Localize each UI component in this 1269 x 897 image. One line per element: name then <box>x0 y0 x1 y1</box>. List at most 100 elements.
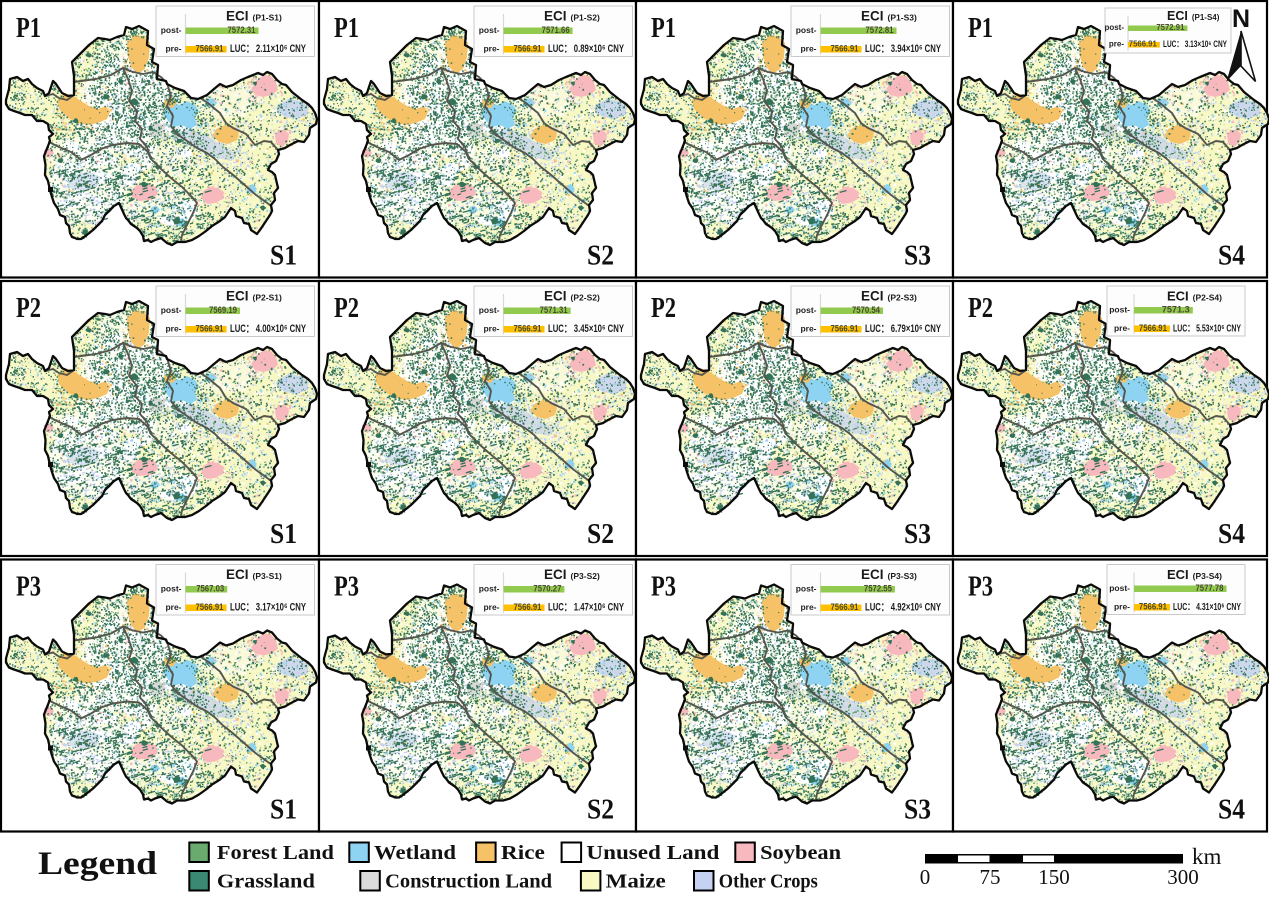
svg-text:P1: P1 <box>16 13 41 44</box>
svg-text:ECI(P1-S4): ECI (P1-S4) <box>1167 9 1220 23</box>
svg-text:7570.54: 7570.54 <box>852 305 880 315</box>
svg-text:75: 75 <box>980 865 1001 889</box>
svg-text:LUC： 4.92×10⁶ CNY: LUC： 4.92×10⁶ CNY <box>865 602 941 614</box>
svg-text:ECI(P1-S1): ECI (P1-S1) <box>226 9 282 24</box>
svg-text:post-: post- <box>161 305 182 315</box>
svg-text:post-: post- <box>479 25 500 35</box>
svg-text:ECI(P3-S1): ECI (P3-S1) <box>226 567 282 582</box>
svg-text:7566.91: 7566.91 <box>830 44 858 54</box>
svg-text:150: 150 <box>1038 865 1070 889</box>
svg-text:7569.19: 7569.19 <box>209 305 237 315</box>
svg-text:ECI(P3-S2): ECI (P3-S2) <box>544 567 600 582</box>
svg-text:ECI(P3-S3): ECI (P3-S3) <box>861 567 917 582</box>
svg-text:ECI(P3-S4): ECI (P3-S4) <box>1167 567 1222 582</box>
svg-text:Other Crops: Other Crops <box>719 871 818 893</box>
svg-text:S2: S2 <box>587 795 614 826</box>
svg-text:post-: post- <box>1104 23 1124 32</box>
svg-text:LUC： 5.53×10⁶ CNY: LUC： 5.53×10⁶ CNY <box>1173 324 1241 335</box>
svg-text:LUC： 3.94×10⁶ CNY: LUC： 3.94×10⁶ CNY <box>865 43 941 55</box>
svg-text:7566.91: 7566.91 <box>1139 602 1167 612</box>
svg-text:7566.91: 7566.91 <box>195 602 223 612</box>
svg-text:Legend: Legend <box>38 846 157 882</box>
svg-text:P2: P2 <box>968 293 993 324</box>
svg-text:post-: post- <box>1109 305 1130 315</box>
svg-text:Maize: Maize <box>606 871 666 893</box>
svg-text:S3: S3 <box>904 241 931 272</box>
svg-text:post-: post- <box>161 25 182 35</box>
svg-text:ECI(P1-S3): ECI (P1-S3) <box>861 9 917 24</box>
svg-text:P2: P2 <box>334 293 359 324</box>
svg-text:ECI(P2-S1): ECI (P2-S1) <box>226 289 282 304</box>
svg-text:S1: S1 <box>270 795 297 826</box>
svg-text:LUC： 4.00×10⁶ CNY: LUC： 4.00×10⁶ CNY <box>230 323 306 335</box>
svg-text:Soybean: Soybean <box>760 842 842 864</box>
svg-text:7566.91: 7566.91 <box>1129 40 1158 49</box>
svg-text:P1: P1 <box>651 13 676 44</box>
svg-text:P3: P3 <box>968 572 993 603</box>
svg-text:S4: S4 <box>1218 795 1245 826</box>
svg-text:7566.91: 7566.91 <box>513 44 541 54</box>
svg-text:pre-: pre- <box>165 44 181 54</box>
svg-text:7572.91: 7572.91 <box>1156 23 1185 32</box>
svg-text:S1: S1 <box>270 519 297 550</box>
svg-text:km: km <box>1192 844 1222 869</box>
svg-text:Grassland: Grassland <box>217 871 316 893</box>
svg-text:ECI(P1-S2): ECI (P1-S2) <box>544 9 600 24</box>
svg-text:post-: post- <box>479 305 500 315</box>
svg-text:S4: S4 <box>1218 241 1245 272</box>
svg-text:LUC： 2.11×10⁶ CNY: LUC： 2.11×10⁶ CNY <box>230 43 306 55</box>
svg-text:pre-: pre- <box>800 602 816 612</box>
svg-text:P3: P3 <box>651 572 676 603</box>
svg-text:7567.03: 7567.03 <box>196 584 224 594</box>
svg-text:7566.91: 7566.91 <box>830 602 858 612</box>
svg-text:S3: S3 <box>904 519 931 550</box>
svg-text:300: 300 <box>1167 865 1199 889</box>
svg-text:7570.27: 7570.27 <box>533 584 561 594</box>
svg-text:7577.78: 7577.78 <box>1195 583 1223 593</box>
svg-text:P3: P3 <box>334 572 359 603</box>
svg-text:Rice: Rice <box>501 842 545 864</box>
svg-text:LUC： 3.45×10⁶ CNY: LUC： 3.45×10⁶ CNY <box>548 323 624 335</box>
svg-text:P2: P2 <box>651 293 676 324</box>
svg-text:post-: post- <box>796 305 817 315</box>
svg-text:pre-: pre- <box>800 324 816 334</box>
svg-text:LUC： 3.17×10⁶ CNY: LUC： 3.17×10⁶ CNY <box>230 602 306 614</box>
svg-text:post-: post- <box>161 584 182 594</box>
svg-text:LUC： 4.31×10⁶ CNY: LUC： 4.31×10⁶ CNY <box>1173 602 1241 613</box>
svg-text:0: 0 <box>920 865 931 889</box>
svg-text:post-: post- <box>796 25 817 35</box>
svg-text:ECI(P2-S4): ECI (P2-S4) <box>1167 289 1222 304</box>
svg-text:7572.81: 7572.81 <box>865 25 893 35</box>
svg-text:LUC： 0.89×10⁶ CNY: LUC： 0.89×10⁶ CNY <box>548 43 624 55</box>
svg-text:LUC： 1.47×10⁶ CNY: LUC： 1.47×10⁶ CNY <box>548 602 624 614</box>
svg-text:pre-: pre- <box>800 44 816 54</box>
svg-text:7572.55: 7572.55 <box>864 584 892 594</box>
svg-text:S3: S3 <box>904 795 931 826</box>
svg-text:P1: P1 <box>968 13 993 44</box>
svg-text:7571.66: 7571.66 <box>542 25 570 35</box>
svg-text:7566.91: 7566.91 <box>513 602 541 612</box>
svg-text:LUC： 3.13×10⁶ CNY: LUC： 3.13×10⁶ CNY <box>1163 39 1227 49</box>
svg-text:Forest Land: Forest Land <box>217 842 335 864</box>
svg-text:7566.91: 7566.91 <box>513 324 541 334</box>
svg-text:P3: P3 <box>16 572 41 603</box>
svg-text:pre-: pre- <box>1114 602 1130 612</box>
svg-text:S2: S2 <box>587 241 614 272</box>
svg-text:pre-: pre- <box>165 602 181 612</box>
svg-text:pre-: pre- <box>1114 323 1130 333</box>
svg-text:7571.31: 7571.31 <box>540 305 568 315</box>
svg-text:post-: post- <box>796 584 817 594</box>
svg-text:7572.31: 7572.31 <box>227 25 255 35</box>
svg-text:Wetland: Wetland <box>374 842 457 864</box>
svg-text:N: N <box>1232 5 1250 33</box>
svg-text:pre-: pre- <box>483 44 499 54</box>
svg-text:pre-: pre- <box>483 324 499 334</box>
svg-text:P2: P2 <box>16 293 41 324</box>
svg-text:Construction Land: Construction Land <box>385 871 553 893</box>
svg-text:ECI(P2-S2): ECI (P2-S2) <box>544 289 600 304</box>
svg-text:pre-: pre- <box>483 602 499 612</box>
svg-text:LUC： 6.79×10⁶ CNY: LUC： 6.79×10⁶ CNY <box>865 323 941 335</box>
svg-text:7566.91: 7566.91 <box>195 324 223 334</box>
svg-text:post-: post- <box>479 584 500 594</box>
svg-text:ECI(P2-S3): ECI (P2-S3) <box>861 289 917 304</box>
